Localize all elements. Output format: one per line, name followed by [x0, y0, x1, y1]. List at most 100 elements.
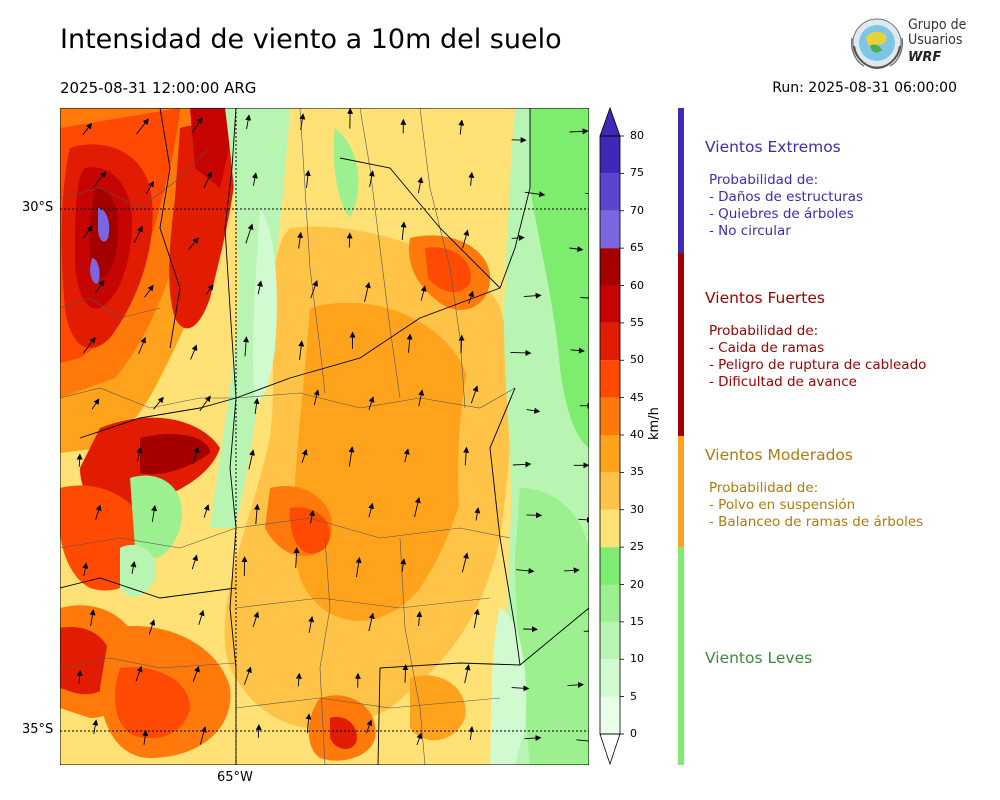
- colorbar-band: [600, 360, 620, 398]
- wind-arrow-icon: [348, 446, 355, 467]
- wind-arrow-icon: [463, 446, 470, 466]
- wind-arrow-icon: [403, 448, 410, 463]
- wind-arrow-icon: [188, 237, 199, 250]
- wind-arrow-icon: [153, 396, 164, 410]
- wind-speed-map: [60, 108, 589, 765]
- colorbar-tick-label: 45: [630, 390, 644, 404]
- wind-arrow-icon: [192, 665, 200, 682]
- colorbar-band: [600, 248, 620, 286]
- wind-arrow-icon: [192, 446, 200, 465]
- colorbar-band: [600, 621, 620, 660]
- wind-arrow-icon: [95, 504, 102, 520]
- valid-time: 2025-08-31 12:00:00 ARG: [60, 79, 257, 97]
- wind-arrow-icon: [523, 292, 542, 299]
- wind-arrow-icon: [248, 449, 255, 470]
- wind-arrow-icon: [416, 611, 423, 627]
- wind-arrow-icon: [462, 229, 470, 249]
- wind-arrow-icon: [526, 512, 543, 519]
- category-line: Probabilidad de:: [709, 323, 819, 339]
- wind-arrow-icon: [368, 396, 375, 410]
- category-line: - Daños de estructuras: [709, 189, 864, 205]
- category-bar-moderate: [678, 436, 684, 547]
- wind-arrow-icon: [130, 561, 137, 574]
- colorbar-tick-label: 30: [630, 502, 644, 516]
- wind-arrow-icon: [243, 666, 252, 685]
- wind-arrow-icon: [526, 407, 541, 414]
- wind-arrow-icon: [133, 225, 143, 243]
- wind-arrow-icon: [94, 279, 105, 294]
- wind-arrow-icon: [138, 336, 147, 355]
- wind-arrow-icon: [414, 496, 421, 518]
- colorbar-band: [600, 397, 620, 435]
- wind-arrow-icon: [417, 176, 424, 194]
- category-bar-strong: [678, 253, 684, 436]
- wind-arrow-icon: [205, 284, 214, 295]
- colorbar-min-extend: [599, 733, 621, 766]
- wind-arrow-icon: [82, 337, 96, 354]
- category-title-light: Vientos Leves: [705, 649, 813, 667]
- logo-text-line1: Grupo de: [908, 17, 967, 33]
- wind-arrow-icon: [293, 547, 300, 569]
- wind-arrow-icon: [304, 169, 311, 188]
- colorbar-tick-label: 40: [630, 428, 644, 441]
- colorbar-tick-label: 20: [630, 577, 644, 591]
- wind-arrow-icon: [569, 128, 589, 135]
- wind-arrow-icon: [515, 567, 535, 574]
- wind-arrow-icon: [313, 389, 320, 406]
- wind-arrow-icon: [468, 290, 474, 304]
- colorbar-tick-label: 55: [630, 315, 644, 329]
- wind-arrow-icon: [255, 724, 262, 738]
- colorbar-unit-label: km/h: [647, 407, 662, 440]
- category-line: - Polvo en suspensión: [709, 497, 856, 513]
- category-title-extreme: Vientos Extremos: [705, 138, 841, 156]
- colorbar-tick-label: 50: [630, 353, 644, 367]
- category-line: - Caida de ramas: [709, 340, 825, 356]
- wind-arrow-icon: [578, 516, 589, 523]
- globe-emblem-icon: [850, 18, 904, 70]
- wind-arrow-icon: [144, 284, 154, 298]
- colorbar-band: [600, 584, 620, 622]
- wind-arrow-icon: [400, 221, 407, 240]
- wind-arrow-icon: [570, 347, 585, 354]
- wind-arrow-icon: [136, 446, 143, 462]
- wind-arrow-icon: [458, 334, 465, 354]
- wind-arrow-icon: [310, 280, 319, 299]
- lat-label-30s: 30°S: [22, 200, 54, 215]
- wind-arrow-icon: [510, 349, 532, 356]
- wind-arrow-icon: [524, 191, 546, 198]
- wind-arrow-icon: [191, 554, 198, 570]
- wind-arrow-icon: [76, 670, 83, 684]
- category-title-moderate: Vientos Moderados: [705, 446, 853, 464]
- wind-arrow-icon: [298, 340, 305, 360]
- wind-arrow-icon: [252, 611, 260, 628]
- wind-arrow-icon: [464, 664, 471, 684]
- colorbar-tick-label: 35: [630, 465, 644, 479]
- wind-arrow-icon: [346, 232, 353, 248]
- wind-arrow-icon: [253, 397, 260, 414]
- wind-arrow-icon: [82, 562, 89, 576]
- colorbar-band: [600, 173, 620, 211]
- run-time: Run: 2025-08-31 06:00:00: [772, 80, 957, 96]
- category-line: - Dificultad de avance: [709, 374, 857, 390]
- wind-arrow-icon: [364, 281, 371, 303]
- wind-arrow-icon: [461, 552, 469, 573]
- wind-arrow-icon: [468, 171, 475, 186]
- lon-label-65w: 65°W: [217, 770, 253, 785]
- wind-arrow-icon: [474, 507, 481, 521]
- colorbar-tick-label: 60: [630, 278, 644, 292]
- category-line: Probabilidad de:: [709, 172, 819, 188]
- wind-arrow-icon: [146, 180, 155, 194]
- wind-arrow-icon: [299, 113, 306, 130]
- wind-arrow-icon: [368, 170, 375, 187]
- wind-arrow-icon: [458, 119, 465, 135]
- wind-arrow-icon: [512, 461, 532, 468]
- wind-arrow-icon: [470, 385, 479, 404]
- colorbar-max-extend: [599, 106, 621, 137]
- wind-arrow-icon: [256, 280, 263, 295]
- wind-arrow-icon: [148, 619, 156, 635]
- wind-arrow-icon: [251, 172, 258, 186]
- wind-arrow-icon: [400, 558, 407, 572]
- category-line: Probabilidad de:: [709, 480, 819, 496]
- wind-arrow-icon: [564, 567, 580, 574]
- wind-arrow-icon: [583, 630, 589, 632]
